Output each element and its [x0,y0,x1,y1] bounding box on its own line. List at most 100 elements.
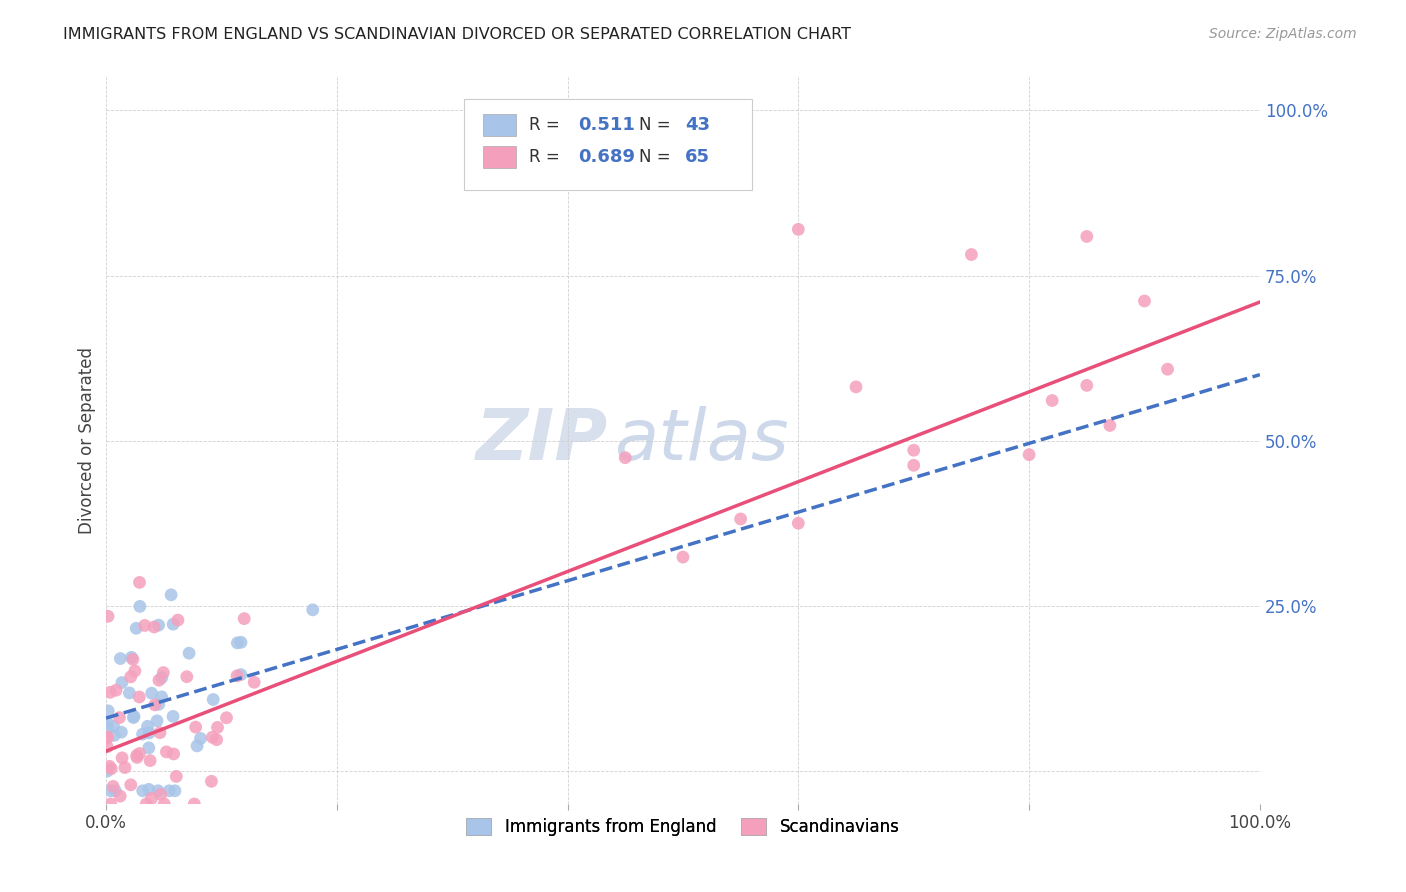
Text: N =: N = [640,116,676,134]
Point [148,698,170,712]
Point [176,670,198,684]
Point [122,710,145,724]
Point [157,784,180,798]
Point [120,778,142,792]
Point [162,617,184,632]
Point [149,725,172,739]
Point [124,664,146,678]
Point [96,731,118,745]
Point [148,618,170,632]
Point [177,646,200,660]
Point [96,739,118,754]
Point [229,667,252,681]
Point [100,797,122,811]
Point [125,621,148,635]
Point [122,652,145,666]
Point [149,788,172,802]
Point [97,609,120,624]
Point [787,222,810,236]
Point [110,651,132,665]
Point [148,673,170,688]
Text: R =: R = [530,116,565,134]
Point [155,745,177,759]
Point [150,671,173,685]
Point [118,686,141,700]
Point [141,686,163,700]
Point [128,575,150,590]
Point [139,754,162,768]
Point [162,709,184,723]
Point [134,618,156,632]
Point [301,603,323,617]
Point [190,731,212,746]
FancyBboxPatch shape [464,99,752,190]
Text: atlas: atlas [613,406,789,475]
Y-axis label: Divorced or Separated: Divorced or Separated [79,347,96,534]
Point [110,725,132,739]
Point [105,683,128,698]
Point [226,669,249,683]
Point [153,797,176,811]
Text: 0.689: 0.689 [578,148,636,167]
FancyBboxPatch shape [484,146,516,169]
Point [101,780,124,794]
Point [97,704,120,718]
Point [104,784,127,798]
Point [162,747,184,761]
Point [98,685,121,699]
Point [138,740,160,755]
Text: N =: N = [640,148,676,167]
Point [201,731,224,745]
Point [186,739,208,753]
Point [1098,418,1121,433]
Point [146,714,169,728]
Point [243,675,266,690]
Point [120,670,142,684]
Point [125,748,148,763]
Point [122,709,145,723]
Point [233,612,256,626]
Point [672,550,695,565]
Point [100,784,122,798]
Text: 43: 43 [685,116,710,134]
Text: Source: ZipAtlas.com: Source: ZipAtlas.com [1209,27,1357,41]
Point [845,380,868,394]
Point [108,710,131,724]
Point [184,720,207,734]
Point [1040,393,1063,408]
Point [1018,448,1040,462]
Point [141,791,163,805]
Point [960,247,983,261]
Point [108,789,131,803]
Point [100,762,122,776]
Point [128,599,150,614]
Text: R =: R = [530,148,565,167]
Point [1133,293,1156,308]
Point [98,759,121,773]
Point [131,784,153,798]
Point [128,747,150,761]
Text: 0.511: 0.511 [578,116,636,134]
Point [160,588,183,602]
Point [114,761,136,775]
Point [96,719,118,733]
Point [165,769,187,783]
Point [143,620,166,634]
Point [787,516,810,531]
Point [125,750,148,764]
Point [614,450,637,465]
Point [207,720,229,734]
Point [226,636,249,650]
Point [146,784,169,798]
Point [903,443,925,458]
Point [111,675,134,690]
Point [103,728,125,742]
Point [135,797,157,811]
Text: 65: 65 [685,148,710,167]
Point [96,715,118,730]
Point [143,698,166,712]
Point [1076,229,1098,244]
Point [730,512,752,526]
FancyBboxPatch shape [484,114,516,136]
Point [1156,362,1178,376]
